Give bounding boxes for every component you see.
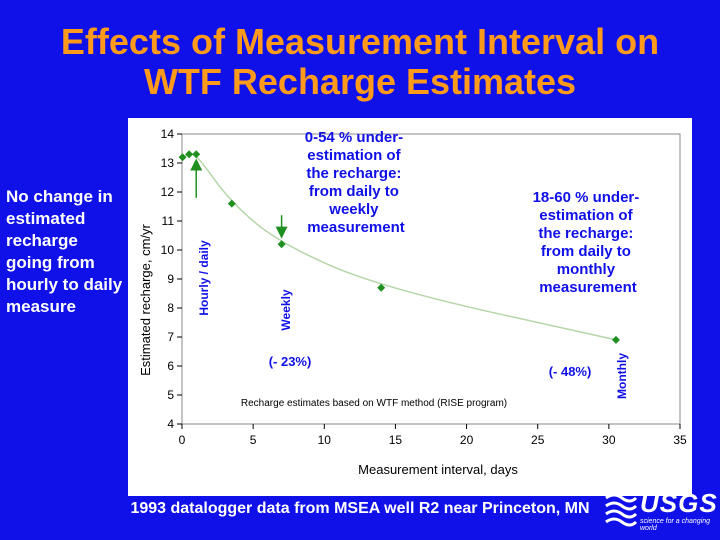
y-tick-label: 10 bbox=[161, 243, 175, 257]
data-point bbox=[178, 153, 187, 162]
x-tick-label: 0 bbox=[179, 433, 186, 447]
x-tick-label: 35 bbox=[673, 433, 687, 447]
x-tick-label: 25 bbox=[531, 433, 545, 447]
x-tick-label: 15 bbox=[389, 433, 403, 447]
x-tick-label: 5 bbox=[250, 433, 257, 447]
x-axis-label: Measurement interval, days bbox=[358, 462, 518, 477]
y-tick-label: 9 bbox=[167, 272, 174, 286]
y-tick-label: 14 bbox=[161, 127, 175, 141]
data-point bbox=[192, 150, 201, 159]
pct-weekly-label: (- 23%) bbox=[269, 354, 312, 369]
monthly-label: Monthly bbox=[615, 353, 629, 399]
y-tick-label: 6 bbox=[167, 359, 174, 373]
y-tick-label: 12 bbox=[161, 185, 175, 199]
pct-monthly-label: (- 48%) bbox=[549, 364, 592, 379]
data-point bbox=[185, 150, 194, 159]
y-tick-label: 4 bbox=[167, 417, 174, 431]
data-point bbox=[277, 240, 286, 249]
slide-title: Effects of Measurement Interval on WTF R… bbox=[0, 22, 720, 102]
x-tick-label: 10 bbox=[318, 433, 332, 447]
left-note: No change in estimated recharge going fr… bbox=[6, 187, 123, 316]
usgs-logo-word: USGS bbox=[640, 488, 718, 518]
annotation-arrows bbox=[190, 158, 288, 239]
usgs-logo-tagline: science for a changing world bbox=[640, 518, 711, 532]
x-tick-label: 20 bbox=[460, 433, 474, 447]
title-line-1: Effects of Measurement Interval on bbox=[60, 21, 660, 62]
y-tick-label: 5 bbox=[167, 388, 174, 402]
chart-panel: 0 5 10 15 20 25 30 35 4 5 6 7 8 9 10 11 12 13 14 Estimated… bbox=[128, 118, 692, 496]
method-note: Recharge estimates based on WTF method (… bbox=[241, 398, 507, 409]
data-point bbox=[377, 283, 386, 292]
data-point bbox=[227, 199, 236, 208]
weekly-note: 0-54 % under- estimation of the recharge… bbox=[305, 129, 408, 236]
usgs-wave-icon bbox=[605, 493, 638, 527]
usgs-logo: USGS science for a changing world bbox=[604, 486, 717, 536]
recharge-chart: 0 5 10 15 20 25 30 35 4 5 6 7 8 9 10 11 12 13 14 Estimated… bbox=[138, 127, 687, 477]
weekly-label: Weekly bbox=[279, 289, 293, 330]
y-axis-label: Estimated recharge, cm/yr bbox=[138, 223, 153, 375]
y-tick-label: 8 bbox=[167, 301, 174, 315]
y-tick-label: 7 bbox=[167, 330, 174, 344]
footer-caption: 1993 datalogger data from MSEA well R2 n… bbox=[130, 500, 590, 517]
x-tick-label: 30 bbox=[602, 433, 616, 447]
data-point bbox=[611, 335, 620, 344]
y-tick-label: 13 bbox=[161, 156, 175, 170]
data-points bbox=[178, 150, 620, 344]
axes: 0 5 10 15 20 25 30 35 4 5 6 7 8 9 10 11 12 13 14 bbox=[161, 127, 687, 447]
y-tick-label: 11 bbox=[162, 214, 175, 228]
hourly-daily-label: Hourly / daily bbox=[197, 240, 211, 316]
title-line-2: WTF Recharge Estimates bbox=[143, 61, 577, 102]
monthly-note: 18-60 % under- estimation of the recharg… bbox=[533, 189, 644, 296]
